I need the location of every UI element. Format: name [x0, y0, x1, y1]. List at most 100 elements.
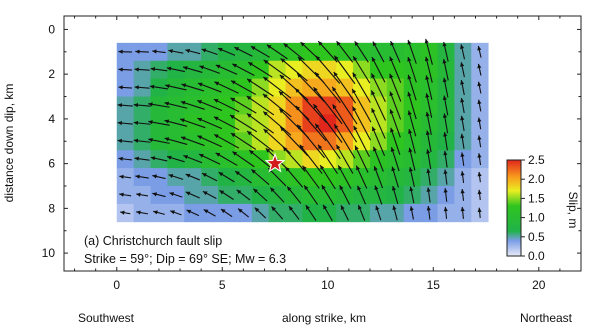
slip-vector — [247, 61, 273, 78]
slip-vector — [372, 146, 384, 172]
slip-vector — [150, 67, 168, 72]
slip-vector — [442, 77, 449, 98]
slip-vector — [284, 166, 304, 188]
slip-vector — [203, 209, 216, 217]
slip-vector — [390, 40, 401, 63]
slip-vector — [269, 187, 285, 203]
slip-vector — [407, 91, 417, 120]
slip-vector — [152, 192, 166, 198]
slip-vector — [371, 126, 386, 157]
slip-vector — [426, 206, 431, 220]
slip-vector — [392, 205, 398, 221]
slip-vector — [282, 146, 306, 172]
slip-vector — [185, 48, 201, 55]
slip-vector — [425, 130, 432, 153]
slip-vector — [460, 206, 465, 219]
slip-vector — [321, 184, 335, 206]
x-tick-label: 20 — [532, 278, 546, 292]
slip-vector — [477, 99, 482, 112]
slip-vector — [197, 117, 223, 130]
x-tick-label: 15 — [427, 278, 441, 292]
caption-line-2: Strike = 59°; Dip = 69° SE; Mw = 6.3 — [84, 252, 286, 266]
slip-vector — [319, 164, 336, 190]
slip-vector — [246, 78, 274, 97]
colorbar-title: Slip, m — [566, 192, 580, 229]
slip-vector — [215, 64, 238, 75]
slip-vector — [408, 167, 415, 187]
hypocenter-star — [267, 155, 283, 170]
slip-vector — [391, 185, 399, 204]
slip-vector — [246, 130, 274, 152]
slip-vector — [213, 116, 240, 131]
slip-vector — [182, 66, 203, 73]
slip-vector — [371, 107, 386, 139]
slip-vector — [220, 208, 233, 218]
colorbar: 0.0 0.5 1.0 1.5 2.0 2.5 — [506, 153, 545, 263]
slip-vector — [352, 106, 372, 141]
axis-ticks: 0 5 10 15 20 0 2 4 6 8 10 — [42, 16, 582, 292]
slip-vector — [232, 63, 255, 77]
slip-vector — [250, 45, 270, 58]
slip-vector — [374, 185, 383, 205]
colorbar-tick-label: 1.5 — [528, 191, 545, 205]
slip-vector — [332, 104, 358, 143]
slip-vector — [169, 192, 183, 198]
slip-vector — [375, 205, 382, 221]
slip-vector — [442, 95, 449, 116]
slip-vector — [389, 73, 402, 102]
slip-vector — [179, 118, 206, 129]
slip-vector — [165, 84, 187, 91]
slip-vector — [460, 171, 465, 184]
slip-vector — [288, 205, 300, 220]
slip-vector — [218, 171, 235, 183]
slip-vector — [409, 206, 414, 220]
slip-vector — [148, 120, 170, 126]
slip-vector — [152, 174, 166, 180]
slip-vector — [148, 137, 170, 144]
slip-vector — [280, 57, 308, 82]
plot-frame — [63, 15, 582, 272]
slip-vector — [425, 93, 433, 118]
slip-vector — [477, 117, 482, 130]
slip-vector — [185, 191, 200, 199]
slip-vector — [183, 155, 203, 164]
slip-vector — [425, 111, 432, 135]
slip-vector — [166, 66, 186, 73]
slip-vector — [372, 41, 385, 63]
slip-vector — [407, 56, 417, 83]
y-tick-label: 2 — [48, 67, 55, 81]
slip-vector — [389, 56, 402, 83]
slip-vector — [150, 156, 168, 162]
slip-vector — [424, 56, 433, 83]
slip-vector — [371, 56, 386, 83]
slip-vector — [263, 59, 291, 80]
slip-vector — [215, 152, 238, 166]
slip-vector — [296, 124, 325, 159]
x-tick-label: 10 — [321, 278, 335, 292]
caption-line-1: (a) Christchurch fault slip — [84, 234, 222, 248]
slip-vector — [426, 149, 432, 170]
slip-vector — [340, 205, 349, 221]
slip-vector — [118, 85, 132, 90]
slip-vector — [357, 185, 367, 205]
slip-vector — [357, 204, 366, 221]
slip-vector — [460, 97, 465, 114]
slip-vector — [370, 90, 386, 121]
slip-vector — [213, 133, 240, 149]
slip-vector — [390, 127, 401, 155]
slip-vector — [118, 49, 132, 54]
slip-vector — [164, 119, 188, 127]
slip-vector — [214, 81, 239, 94]
slip-vector — [180, 100, 205, 110]
slip-vector — [331, 86, 358, 125]
slip-vector — [237, 208, 249, 218]
slip-vector — [443, 132, 448, 151]
slip-vector — [134, 85, 150, 90]
slip-vector — [246, 113, 274, 134]
slip-vector — [314, 123, 341, 160]
slip-vector — [135, 49, 149, 54]
slip-vector — [426, 168, 431, 186]
slip-vector — [477, 45, 482, 58]
colorbar-tick-label: 0.0 — [528, 249, 545, 263]
slip-vector — [201, 48, 218, 55]
